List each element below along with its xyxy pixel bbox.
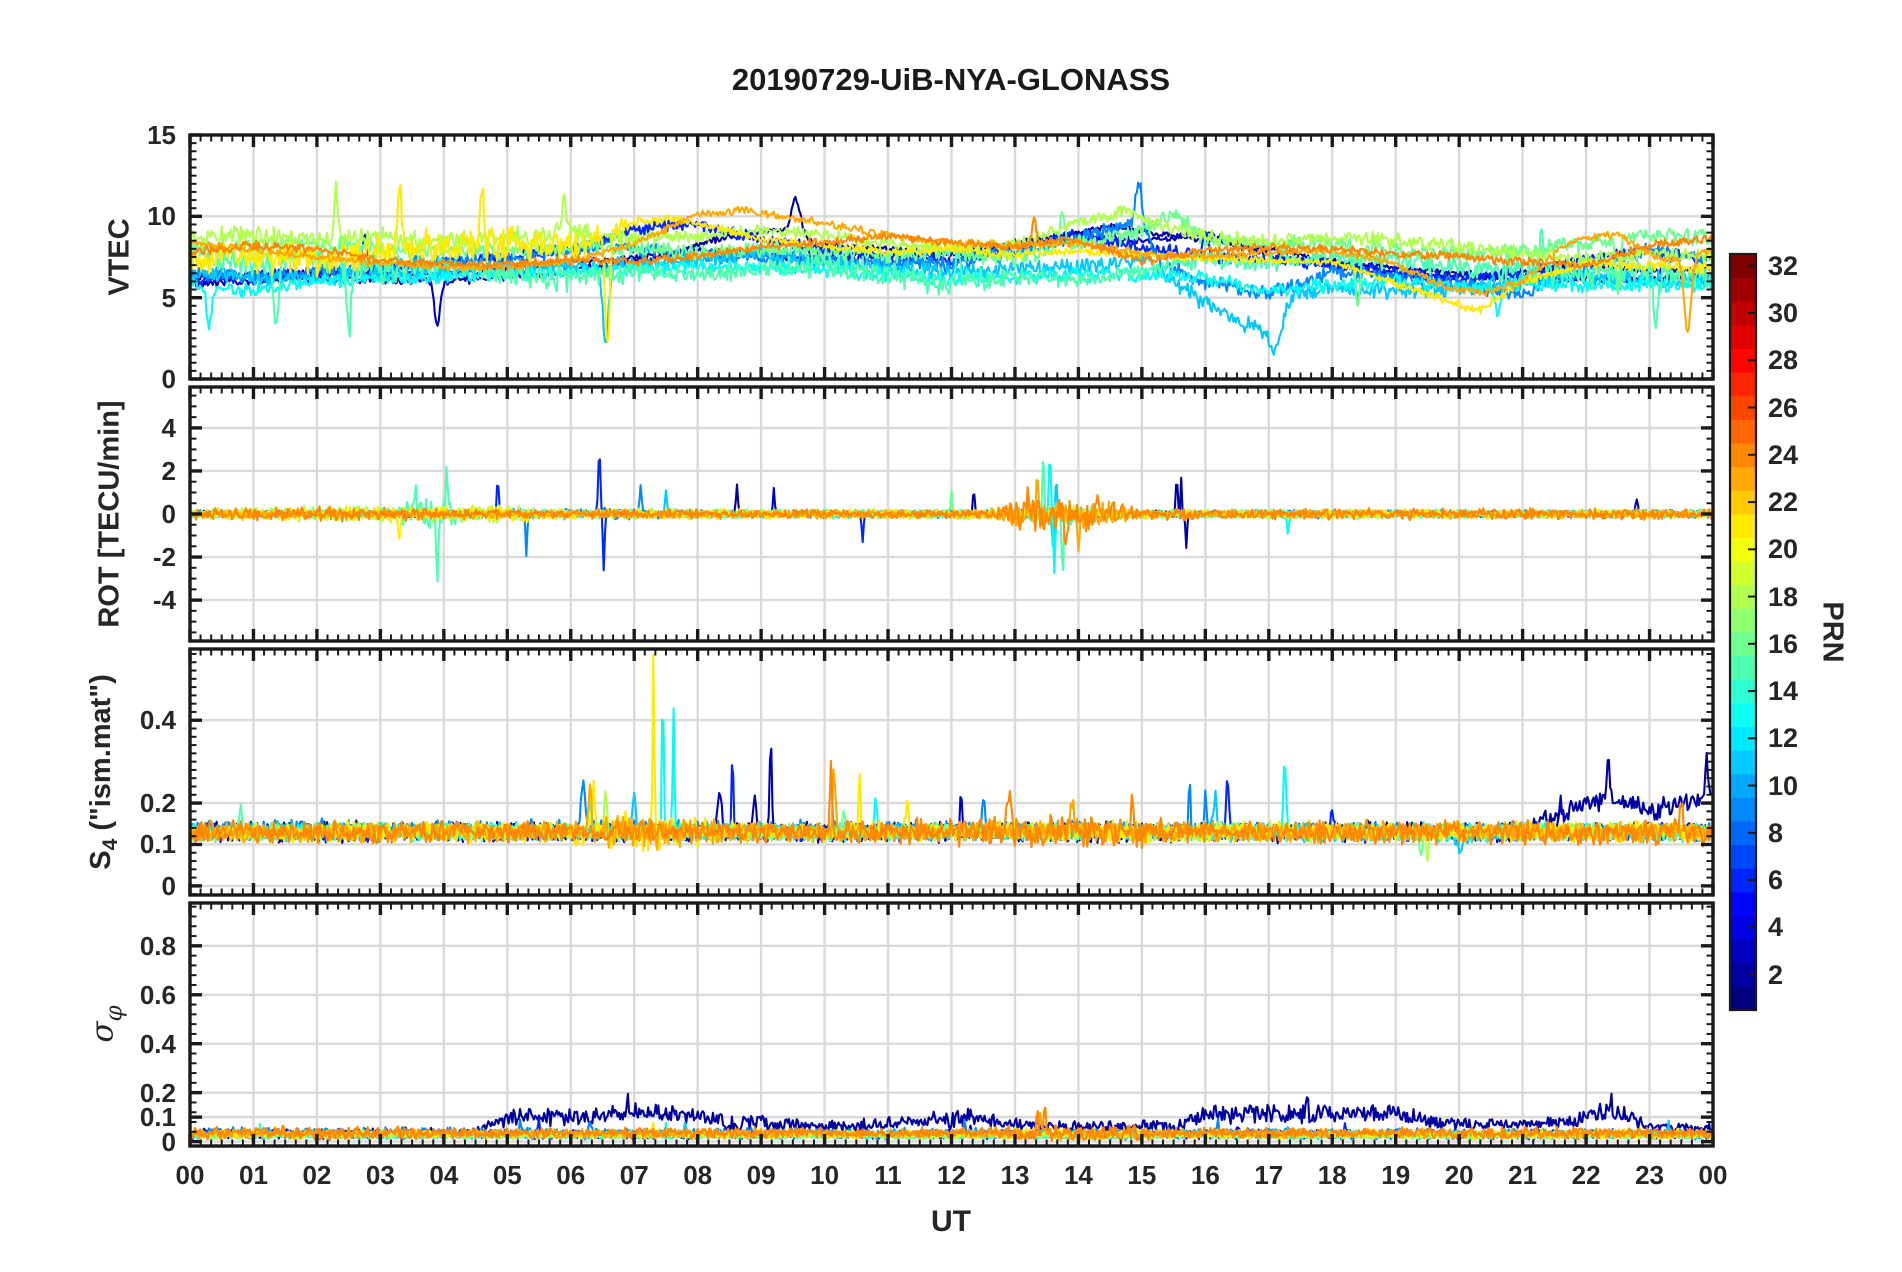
panel-rot	[188, 385, 1715, 643]
x-tick-label: 00	[175, 1160, 205, 1190]
y-tick-label: 0.1	[139, 829, 176, 860]
panel-vtec	[188, 133, 1715, 381]
colorbar-tick-label: 26	[1768, 392, 1799, 423]
y-tick-label: -2	[152, 542, 176, 573]
colorbar-tick-label: 24	[1768, 439, 1799, 470]
x-tick-label: 13	[1000, 1160, 1030, 1190]
colorbar-tick-label: 20	[1768, 534, 1799, 565]
colorbar-tick-label: 2	[1768, 959, 1784, 990]
colorbar-tick-label: 22	[1768, 487, 1799, 518]
colorbar-tick-label: 18	[1768, 581, 1799, 612]
x-tick-label: 17	[1254, 1160, 1284, 1190]
colorbar-tick-label: 12	[1768, 723, 1799, 754]
colorbar-gradient	[1728, 252, 1758, 1012]
x-tick-label: 03	[365, 1160, 395, 1190]
y-tick-label: 0.4	[139, 705, 176, 736]
series-prn-24	[190, 216, 1713, 270]
y-tick-label: 4	[161, 412, 176, 443]
y-tick-label: 0.6	[139, 979, 176, 1010]
colorbar-tick-label: 28	[1768, 345, 1799, 376]
colorbar-tick-label: 14	[1768, 676, 1799, 707]
x-tick-label: 10	[810, 1160, 840, 1190]
x-tick-label: 18	[1317, 1160, 1347, 1190]
y-tick-label: 0	[161, 870, 176, 901]
colorbar-tick-label: 30	[1768, 298, 1799, 329]
y-tick-label: 0.2	[139, 1077, 176, 1108]
x-tick-label: 21	[1508, 1160, 1538, 1190]
series-prn-24	[190, 486, 1713, 546]
x-tick-label: 11	[874, 1160, 902, 1190]
y-tick-label: 2	[161, 455, 176, 486]
x-tick-label: 04	[429, 1160, 459, 1190]
x-tick-label: 15	[1127, 1160, 1157, 1190]
panel-rot-series-group	[190, 458, 1713, 583]
panel-s4-series-group	[190, 653, 1713, 863]
series-prn-3	[190, 230, 1713, 327]
x-tick-label: 14	[1063, 1160, 1093, 1190]
y-tick-label: 0	[161, 364, 176, 394]
colorbar-tick-label: 6	[1768, 865, 1784, 896]
series-prn-21	[190, 184, 1713, 343]
x-tick-label: 00	[1698, 1160, 1728, 1190]
colorbar-tick-label: 10	[1768, 770, 1799, 801]
figure-title: 20190729-UiB-NYA-GLONASS	[731, 62, 1171, 97]
x-tick-label: 23	[1635, 1160, 1664, 1190]
x-tick-label: 01	[238, 1160, 268, 1190]
colorbar-tick-label: 32	[1768, 250, 1799, 281]
x-tick-label: 20	[1444, 1160, 1474, 1190]
colorbar-tick-label: 4	[1768, 912, 1784, 943]
panel-s4	[188, 647, 1715, 897]
y-tick-label: 10	[147, 201, 176, 232]
series-prn-16	[190, 208, 1713, 307]
colorbar-tick-label: 8	[1768, 817, 1784, 848]
y-tick-label: 15	[147, 120, 176, 150]
y-tick-label: -4	[152, 585, 176, 616]
y-tick-label: 0.4	[139, 1028, 176, 1059]
x-tick-label: 07	[619, 1160, 649, 1190]
series-prn-24	[190, 759, 1713, 850]
x-tick-label: 08	[683, 1160, 713, 1190]
x-tick-label: 12	[937, 1160, 966, 1190]
x-tick-label: 05	[492, 1160, 522, 1190]
x-tick-label: 09	[746, 1160, 776, 1190]
panel-vtec-series-group	[190, 180, 1713, 356]
y-tick-label: 0.1	[139, 1102, 176, 1133]
y-tick-label: 0	[161, 499, 176, 529]
x-tick-label: 06	[556, 1160, 586, 1190]
xlabel-ut: UT	[931, 1205, 971, 1238]
y-tick-label: 0.8	[139, 930, 176, 961]
x-tick-label: 19	[1381, 1160, 1411, 1190]
y-tick-label: 5	[161, 282, 176, 313]
x-tick-label: 16	[1190, 1160, 1220, 1190]
y-tick-label: 0	[161, 1126, 176, 1157]
colorbar-tick-label: 16	[1768, 628, 1799, 659]
panel-sigma_phi	[188, 901, 1715, 1148]
x-tick-label: 02	[302, 1160, 332, 1190]
x-tick-label: 22	[1571, 1160, 1601, 1190]
y-tick-label: 0.2	[139, 788, 176, 819]
